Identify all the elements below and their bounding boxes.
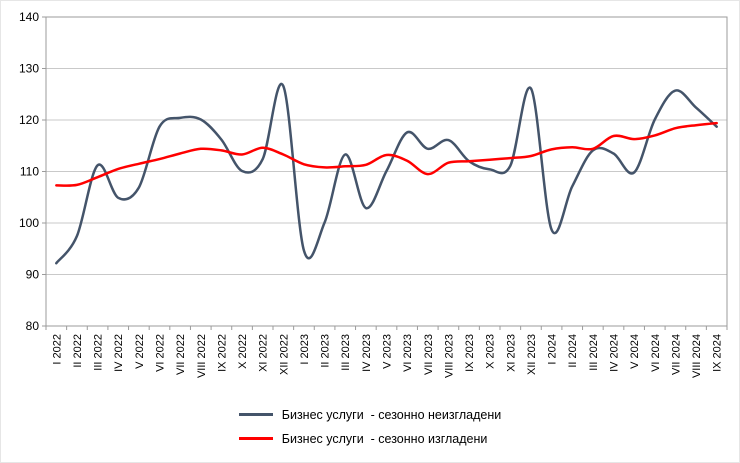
x-tick-label: XII 2023	[526, 334, 538, 375]
x-tick-label: III 2023	[340, 334, 352, 371]
x-tick-label: X 2022	[237, 334, 249, 369]
x-tick-label: I 2023	[299, 334, 311, 365]
series-line-adjusted	[55, 121, 718, 187]
x-tick-label: III 2024	[588, 334, 600, 371]
y-tick-label: 130	[19, 62, 39, 76]
x-axis: I 2022 II 2022 III 2022 IV 2022 V 2022 VI 202…	[45, 326, 728, 378]
x-tick-label: VIII 2023	[443, 334, 455, 378]
x-tick-label: IV 2023	[361, 334, 373, 372]
legend-item-adjusted: Бизнес услуги - сезонно изгладени	[238, 430, 488, 447]
legend-line-sample-adjusted	[238, 437, 273, 440]
x-tick-label: V 2023	[382, 334, 394, 369]
x-tick-label: V 2022	[134, 334, 146, 369]
y-tick-label: 120	[19, 113, 39, 127]
x-tick-label: IV 2024	[609, 334, 621, 372]
x-tick-label: XII 2022	[278, 334, 290, 375]
x-tick-label: VI 2023	[402, 334, 414, 372]
x-tick-label: XI 2023	[505, 334, 517, 372]
x-tick-label: I 2024	[547, 334, 559, 365]
series-line-unadjusted	[55, 82, 718, 265]
x-tick-label: XI 2022	[258, 334, 270, 372]
x-tick-label: III 2022	[93, 334, 105, 371]
legend-items: Бизнес услуги - сезонно неизгладени Бизн…	[238, 406, 502, 447]
y-tick-label: 90	[26, 268, 40, 282]
y-tick-label: 110	[20, 165, 39, 179]
legend-item-unadjusted: Бизнес услуги - сезонно неизгладени	[238, 406, 502, 423]
x-tick-label: IX 2024	[712, 334, 724, 372]
y-tick-label: 140	[19, 10, 39, 24]
x-tick-label: VIII 2024	[691, 334, 703, 378]
legend-label-adjusted: Бизнес услуги - сезонно изгладени	[281, 431, 488, 446]
x-tick-label: VI 2024	[650, 334, 662, 372]
x-tick-label: IX 2022	[216, 334, 228, 372]
x-tick-label: II 2022	[72, 334, 84, 368]
legend-line-sample-unadjusted	[238, 413, 273, 416]
x-tick-label: VI 2022	[155, 334, 167, 372]
x-tick-label: II 2023	[320, 334, 332, 368]
x-tick-label: II 2024	[567, 334, 579, 368]
x-tick-label: X 2023	[485, 334, 497, 369]
chart-legend: Бизнес услуги - сезонно неизгладени Бизн…	[1, 406, 739, 447]
legend-label-unadjusted: Бизнес услуги - сезонно неизгладени	[281, 407, 502, 422]
x-tick-label: VII 2024	[670, 334, 682, 375]
line-chart-canvas: 80 90 100 110 120 130 140 I 2022 II 2022 III 2022…	[19, 10, 728, 378]
x-tick-label: V 2024	[629, 334, 641, 369]
x-tick-label: I 2022	[51, 334, 63, 365]
x-tick-label: VII 2022	[175, 334, 187, 375]
x-tick-label: VII 2023	[423, 334, 435, 375]
x-tick-label: VIII 2022	[196, 334, 208, 378]
y-tick-label: 80	[26, 319, 40, 333]
y-axis: 80 90 100 110 120 130 140	[19, 10, 46, 333]
x-tick-label: IX 2023	[464, 334, 476, 372]
x-tick-label: IV 2022	[113, 334, 125, 372]
y-tick-label: 100	[19, 216, 39, 230]
